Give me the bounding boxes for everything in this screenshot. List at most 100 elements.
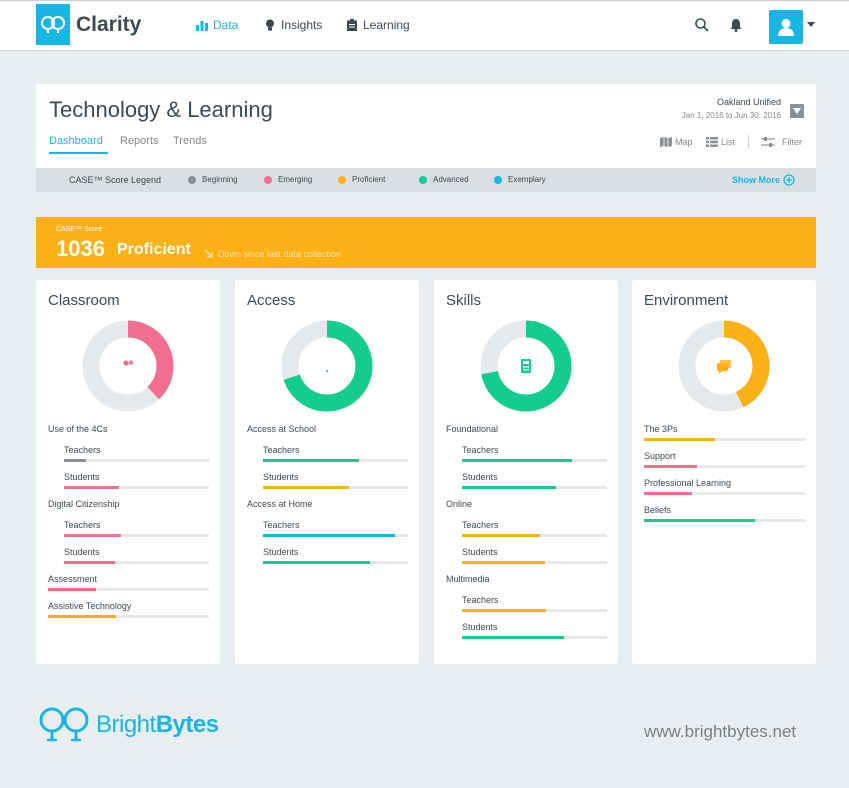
district-dropdown-button[interactable]	[790, 104, 804, 118]
metric-label[interactable]: Teachers	[263, 445, 300, 455]
metric-bar[interactable]	[64, 561, 209, 564]
metric-label[interactable]: Teachers	[64, 445, 101, 455]
metric-label[interactable]: Beliefs	[644, 505, 672, 515]
tab-reports[interactable]: Reports	[120, 135, 159, 147]
metric-label[interactable]: Teachers	[462, 445, 499, 455]
nav-insights[interactable]: Insights	[264, 18, 322, 32]
metric-label[interactable]: Students	[462, 472, 498, 482]
metric-bar[interactable]	[263, 486, 408, 489]
metric-bar[interactable]	[263, 561, 408, 564]
list-icon	[706, 137, 718, 147]
metric-label[interactable]: Teachers	[462, 595, 499, 605]
legend-label: Proficient	[352, 175, 386, 184]
metric-label[interactable]: Professional Learning	[644, 478, 732, 488]
filter-button[interactable]: Filter	[761, 137, 802, 147]
metric-bar-fill	[644, 519, 756, 522]
app-name[interactable]: Clarity	[76, 13, 142, 36]
legend-label: Emerging	[278, 175, 313, 184]
tab-dashboard[interactable]: Dashboard	[49, 135, 103, 147]
score-level: Proficient	[117, 241, 191, 258]
district-name[interactable]: Oakland Unified	[716, 97, 781, 107]
score-donut	[281, 320, 373, 412]
card-classroom[interactable]: Classroom Use of the 4Cs Teachers Students D…	[36, 280, 220, 664]
metric-bar-fill	[263, 486, 349, 489]
metric-bar-fill	[462, 609, 547, 612]
metric-label[interactable]: Teachers	[462, 520, 499, 530]
score-label: CASE™ Score	[56, 226, 103, 233]
donut-arc	[281, 320, 373, 412]
metric-group-label: Use of the 4Cs	[48, 424, 108, 434]
metric-label[interactable]: Students	[462, 547, 498, 557]
metric-label[interactable]: Students	[263, 472, 299, 482]
nav-data[interactable]: Data	[196, 18, 238, 32]
metric-label[interactable]: Assessment	[48, 574, 98, 584]
footer-url[interactable]: www.brightbytes.net	[644, 722, 797, 741]
legend-dot	[188, 175, 196, 184]
filter-label: Filter	[782, 137, 802, 147]
donut-arc	[678, 320, 770, 412]
metric-bar[interactable]	[48, 615, 209, 618]
metric-bar[interactable]	[48, 588, 209, 591]
metric-label[interactable]: Teachers	[263, 520, 300, 530]
brightbytes-wordmark: BrightBytes	[96, 711, 219, 739]
metric-bar[interactable]	[263, 534, 408, 537]
user-menu-caret-icon[interactable]	[807, 22, 815, 27]
clipboard-icon	[347, 19, 357, 31]
user-avatar[interactable]	[769, 10, 803, 44]
metric-bar[interactable]	[462, 636, 607, 639]
metric-label[interactable]: Students	[462, 622, 498, 632]
metric-bar-fill	[263, 561, 371, 564]
metric-label[interactable]: Students	[263, 547, 299, 557]
legend-label: Advanced	[433, 175, 469, 184]
arrow-down-right-icon	[204, 249, 213, 258]
card-environment[interactable]: Environment The 3Ps Support Professional Le…	[632, 280, 816, 664]
show-more-button[interactable]: Show More	[732, 174, 795, 186]
metric-bar[interactable]	[64, 534, 209, 537]
metric-bar[interactable]	[462, 534, 607, 537]
metric-bar-fill	[462, 486, 557, 489]
metric-label[interactable]: The 3Ps	[644, 424, 678, 434]
metric-bar[interactable]	[644, 492, 805, 495]
metric-bar[interactable]	[644, 438, 805, 441]
list-view-label: List	[721, 137, 736, 147]
metric-bar[interactable]	[462, 459, 607, 462]
map-icon	[660, 137, 672, 147]
metric-bar[interactable]	[644, 465, 805, 468]
wifi-icon	[325, 369, 329, 373]
search-icon[interactable]	[694, 17, 710, 33]
metric-bar-fill	[644, 465, 698, 468]
tab-trends[interactable]: Trends	[173, 135, 207, 147]
metric-bar[interactable]	[644, 519, 805, 522]
metric-bar-fill	[263, 459, 359, 462]
card-skills[interactable]: Skills Foundational Teachers Students Online…	[434, 280, 618, 664]
legend-label: Exemplary	[508, 175, 546, 184]
metric-label[interactable]: Support	[644, 451, 676, 461]
metric-bar-fill	[48, 588, 97, 591]
metric-bar[interactable]	[263, 459, 408, 462]
metric-bar[interactable]	[462, 561, 607, 564]
brightbytes-logo-icon	[39, 707, 89, 742]
legend-dot	[494, 175, 502, 184]
map-view-label: Map	[675, 137, 693, 147]
brand-part-1: Bright	[96, 711, 156, 738]
list-view-button[interactable]: List	[706, 137, 735, 147]
donut-arc	[82, 320, 174, 412]
metric-label[interactable]: Teachers	[64, 520, 101, 530]
metric-label[interactable]: Students	[64, 472, 100, 482]
card-access[interactable]: Access Access at School Teachers Students Ac…	[235, 280, 419, 664]
bell-icon[interactable]	[728, 17, 744, 33]
metric-bar[interactable]	[462, 609, 607, 612]
filter-sliders-icon	[761, 137, 775, 147]
metric-label[interactable]: Assistive Technology	[48, 601, 132, 611]
metric-bar-fill	[48, 615, 116, 618]
metric-label[interactable]: Students	[64, 547, 100, 557]
metric-bar[interactable]	[64, 459, 209, 462]
metric-bar[interactable]	[462, 486, 607, 489]
card-title: Classroom	[48, 292, 120, 309]
clarity-logo-icon[interactable]	[36, 4, 70, 45]
metric-bar-fill	[64, 459, 86, 462]
nav-learning[interactable]: Learning	[346, 18, 410, 32]
metric-group-label: Digital Citizenship	[48, 499, 120, 509]
metric-bar[interactable]	[64, 486, 209, 489]
map-view-button[interactable]: Map	[660, 137, 693, 147]
